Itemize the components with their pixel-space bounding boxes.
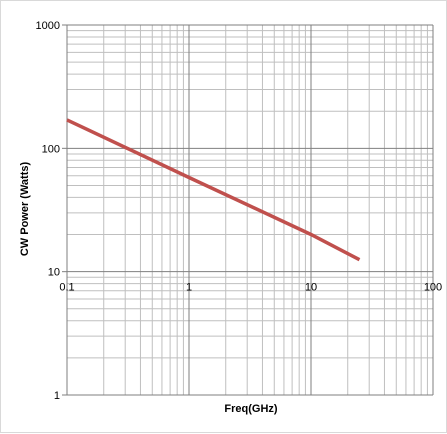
x-tick-label: 0.1 xyxy=(59,282,74,294)
x-tick-label: 10 xyxy=(305,282,317,294)
y-tick-label: 10 xyxy=(48,267,60,279)
x-tick-label: 100 xyxy=(424,282,442,294)
x-tick-label: 1 xyxy=(186,282,192,294)
y-tick-label: 1000 xyxy=(36,20,60,32)
y-tick-label: 1 xyxy=(54,390,60,402)
series-layer xyxy=(66,118,361,262)
y-tick-labels: 1000 100 10 1 xyxy=(36,20,60,402)
y-tick-label: 100 xyxy=(42,143,60,155)
minor-grid xyxy=(67,25,433,395)
x-tick-labels: 0.1 1 10 100 xyxy=(59,282,442,294)
series-line xyxy=(66,118,361,262)
x-axis-title: Freq(GHz) xyxy=(224,403,278,415)
y-axis-title: CW Power (Watts) xyxy=(19,162,31,257)
